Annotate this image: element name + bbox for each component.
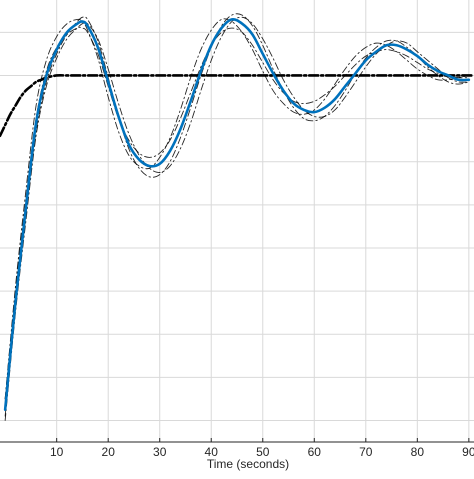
series-line-reference xyxy=(0,74,474,138)
x-tick-label: 30 xyxy=(153,445,167,459)
x-tick-label: 80 xyxy=(411,445,425,459)
x-tick-label: 70 xyxy=(359,445,373,459)
x-axis-title: Time (seconds) xyxy=(207,457,289,471)
x-axis: 10 20 30 40 50 60 70 80 90 xyxy=(0,438,474,459)
plot-lines xyxy=(0,13,474,421)
x-tick-label: 40 xyxy=(205,445,219,459)
x-tick-label: 60 xyxy=(308,445,322,459)
x-tick-label: 20 xyxy=(102,445,116,459)
x-tick-label: 90 xyxy=(462,445,474,459)
grid xyxy=(0,0,474,442)
series-line-ensemble-2 xyxy=(4,16,470,421)
series-line-ensemble-3 xyxy=(4,26,470,400)
x-tick-label: 50 xyxy=(256,445,270,459)
series-line-ensemble-4 xyxy=(4,13,470,417)
series-line-main xyxy=(3,17,471,411)
x-tick-label: 10 xyxy=(50,445,64,459)
